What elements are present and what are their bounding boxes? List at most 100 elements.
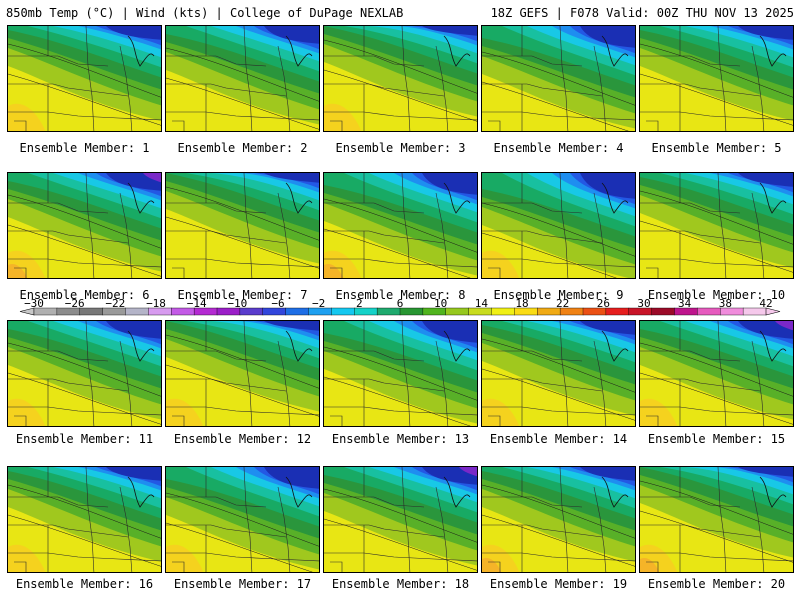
boundary-line — [166, 230, 287, 244]
map-canvas — [8, 173, 161, 278]
temperature-band — [482, 250, 520, 278]
boundary-line — [482, 83, 603, 97]
temperature-band — [422, 173, 477, 195]
temperature-band — [640, 558, 660, 572]
member-caption: Ensemble Member: 16 — [15, 577, 154, 591]
ensemble-member-map[interactable] — [323, 25, 478, 132]
member-caption: Ensemble Member: 20 — [647, 577, 786, 591]
boundary-line — [8, 524, 129, 538]
ensemble-member-map[interactable] — [639, 466, 794, 573]
boundary-line — [482, 406, 635, 416]
boundary-line — [759, 330, 787, 362]
boundary-line — [640, 372, 793, 425]
temperature-band — [143, 173, 161, 183]
boundary-line — [488, 561, 501, 572]
boundary-line — [759, 182, 787, 214]
colorbar-swatch — [399, 307, 424, 316]
temperature-band — [738, 321, 793, 339]
temperature-band — [459, 467, 477, 477]
member-caption: Ensemble Member: 2 — [177, 141, 308, 155]
boundary-line — [482, 81, 629, 131]
ensemble-member-map[interactable] — [165, 172, 320, 279]
boundary-line — [640, 43, 793, 98]
boundary-line — [559, 321, 569, 426]
boundary-line — [8, 230, 129, 244]
boundary-line — [435, 45, 449, 131]
boundary-line — [166, 406, 319, 416]
boundary-line — [559, 173, 569, 278]
map-canvas — [166, 467, 319, 572]
ensemble-member-map[interactable] — [7, 466, 162, 573]
ensemble-member-map[interactable] — [481, 466, 636, 573]
boundary-line — [435, 486, 449, 572]
colorbar-tick-label: 34 — [678, 297, 692, 310]
boundary-line — [277, 486, 291, 572]
ensemble-member-map[interactable] — [639, 172, 794, 279]
boundary-line — [482, 338, 635, 393]
ensemble-member-map[interactable] — [323, 320, 478, 427]
temperature-band — [8, 103, 46, 131]
boundary-line — [324, 69, 477, 122]
temperature-band — [264, 173, 319, 183]
boundary-line — [482, 496, 583, 508]
boundary-line — [751, 45, 765, 131]
boundary-line — [119, 486, 133, 572]
boundary-line — [166, 350, 267, 362]
ensemble-member-map[interactable] — [7, 25, 162, 132]
boundary-line — [324, 198, 477, 253]
boundary-line — [166, 202, 267, 214]
boundary-line — [127, 35, 155, 67]
ensemble-member-map[interactable] — [7, 172, 162, 279]
boundary-line — [640, 552, 793, 562]
ensemble-member-map[interactable] — [481, 320, 636, 427]
map-canvas — [324, 26, 477, 131]
boundary-line — [488, 120, 501, 131]
boundary-line — [8, 258, 161, 268]
member-caption: Ensemble Member: 19 — [489, 577, 628, 591]
boundary-line — [443, 35, 471, 67]
boundary-line — [119, 340, 133, 426]
boundary-line — [482, 232, 617, 278]
ensemble-member-map[interactable] — [323, 172, 478, 279]
map-canvas — [482, 173, 635, 278]
ensemble-member-map[interactable] — [323, 466, 478, 573]
ensemble-member-map[interactable] — [165, 320, 320, 427]
ensemble-member-map[interactable] — [481, 172, 636, 279]
boundary-line — [330, 120, 343, 131]
boundary-line — [482, 524, 603, 538]
ensemble-member-map[interactable] — [481, 25, 636, 132]
boundary-line — [482, 202, 583, 214]
boundary-line — [640, 480, 793, 535]
map-canvas — [166, 26, 319, 131]
member-caption: Ensemble Member: 15 — [647, 432, 786, 446]
ensemble-member-map[interactable] — [165, 25, 320, 132]
temperature-band — [580, 321, 635, 335]
ensemble-member-map[interactable] — [165, 466, 320, 573]
boundary-line — [127, 182, 155, 214]
map-canvas — [166, 321, 319, 426]
boundary-line — [640, 83, 761, 97]
boundary-line — [601, 35, 629, 67]
boundary-line — [640, 230, 761, 244]
member-caption: Ensemble Member: 14 — [489, 432, 628, 446]
boundary-line — [166, 77, 319, 130]
temperature-band — [422, 321, 477, 343]
boundary-line — [324, 230, 445, 244]
boundary-line — [640, 510, 793, 563]
boundary-line — [640, 350, 741, 362]
boundary-line — [324, 55, 425, 67]
boundary-line — [482, 51, 635, 106]
boundary-line — [324, 202, 425, 214]
boundary-line — [751, 340, 765, 426]
member-caption: Ensemble Member: 1 — [19, 141, 150, 155]
map-canvas — [8, 26, 161, 131]
boundary-line — [243, 173, 253, 278]
boundary-line — [127, 476, 155, 508]
ensemble-member-map[interactable] — [7, 320, 162, 427]
boundary-line — [593, 340, 607, 426]
boundary-line — [593, 486, 607, 572]
ensemble-member-map[interactable] — [639, 25, 794, 132]
ensemble-member-map[interactable] — [639, 320, 794, 427]
boundary-line — [443, 476, 471, 508]
member-caption: Ensemble Member: 9 — [493, 288, 624, 302]
